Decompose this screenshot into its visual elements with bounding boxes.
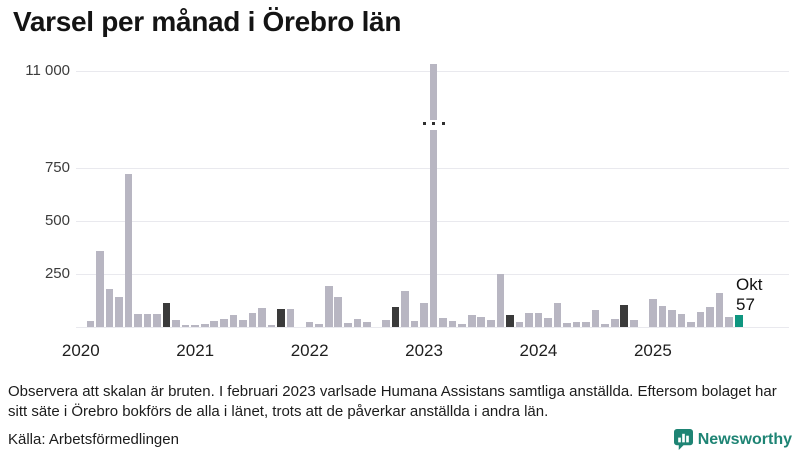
month-bar	[86, 321, 95, 327]
month-bar	[515, 322, 524, 327]
annotation-month-label: Okt	[736, 275, 763, 294]
month-bar	[439, 318, 447, 327]
month-bar	[200, 323, 209, 327]
newsworthy-chart-bubble-icon	[673, 429, 693, 450]
month-bar	[553, 303, 562, 327]
month-bar	[658, 305, 667, 327]
month-bar	[353, 318, 362, 327]
month-bar	[620, 304, 629, 327]
month-bar	[277, 309, 285, 327]
month-bar	[534, 312, 543, 327]
month-bar	[525, 312, 533, 327]
month-bar	[115, 297, 123, 327]
source-label: Källa: Arbetsförmedlingen	[8, 431, 179, 448]
x-axis-year-label: 2021	[176, 341, 215, 360]
footnote-line-2: sitt säte i Örebro bokförs de alla i län…	[8, 402, 549, 420]
month-bar	[582, 321, 590, 327]
month-bar	[315, 324, 323, 327]
month-bar	[248, 313, 257, 327]
footnote-line-1: Observera att skalan är bruten. I februa…	[8, 383, 777, 400]
broken-bar-upper-segment	[429, 64, 438, 120]
month-bar	[706, 307, 714, 327]
month-bar	[544, 317, 552, 327]
footnote: Observera att skalan är bruten. I februa…	[8, 382, 796, 421]
month-bar	[487, 320, 495, 327]
month-bar	[181, 325, 190, 327]
source-row: Källa: Arbetsförmedlingen Newsworthy	[8, 429, 792, 450]
month-bar	[572, 321, 581, 327]
newsworthy-label: Newsworthy	[697, 430, 792, 448]
month-bar	[496, 273, 505, 327]
month-bar	[734, 314, 743, 327]
month-bar	[401, 290, 409, 327]
month-bar	[96, 250, 104, 327]
x-axis-baseline	[76, 327, 789, 328]
month-bar	[448, 321, 457, 327]
month-bar	[324, 285, 333, 327]
month-bar	[239, 319, 247, 327]
month-bar	[191, 325, 199, 327]
x-axis-year-label: 2025	[633, 341, 672, 360]
month-bar	[363, 321, 371, 327]
month-bar	[134, 313, 142, 327]
month-bar	[229, 315, 238, 327]
month-bar	[143, 313, 152, 327]
month-bar	[420, 302, 428, 327]
y-axis-tick-label: 250	[44, 264, 70, 282]
month-bar	[305, 321, 314, 327]
month-bar	[124, 173, 133, 327]
newsworthy-logo: Newsworthy	[673, 429, 792, 450]
broken-bar-lower-segment	[429, 129, 438, 327]
x-axis-year-label: 2023	[405, 341, 443, 360]
month-bar	[610, 318, 619, 327]
month-bar	[668, 310, 676, 327]
month-bar	[458, 324, 466, 327]
month-bar	[105, 289, 114, 327]
month-bar	[162, 302, 171, 327]
month-bar	[410, 321, 419, 327]
month-bar	[677, 313, 686, 327]
month-bar	[258, 308, 266, 327]
month-bar	[563, 322, 571, 327]
month-bar	[267, 325, 276, 327]
month-bar	[153, 313, 161, 327]
x-axis-year-label: 2022	[290, 341, 329, 360]
latest-month-annotation: Okt 57	[736, 275, 762, 315]
month-bar	[391, 307, 400, 327]
chart-title: Varsel per månad i Örebro län	[13, 6, 402, 37]
month-bar	[649, 299, 657, 327]
month-bar	[715, 292, 724, 327]
y-axis-tick-label: 500	[44, 211, 70, 229]
month-bar	[334, 296, 343, 327]
month-bar	[477, 317, 486, 327]
annotation-value-label: 57	[736, 295, 755, 314]
month-bar	[506, 315, 514, 327]
month-bar	[382, 320, 390, 327]
month-bar	[210, 321, 219, 327]
y-axis-tick-label: 11 000	[25, 61, 70, 79]
x-axis-year-label: 2024	[519, 341, 558, 360]
month-bar	[601, 323, 610, 327]
y-axis-tick-label: 750	[44, 158, 70, 176]
axis-break-ellipsis	[422, 122, 445, 125]
month-bar	[687, 321, 695, 327]
month-bar	[286, 309, 295, 327]
month-bar	[220, 318, 228, 327]
month-bar	[467, 314, 476, 327]
month-bar	[696, 312, 705, 327]
month-bar	[343, 322, 352, 327]
month-bar	[591, 309, 600, 327]
x-axis-year-label: 2020	[61, 341, 100, 360]
month-bar	[725, 317, 733, 327]
month-bar	[172, 319, 180, 327]
month-bar	[630, 320, 638, 327]
